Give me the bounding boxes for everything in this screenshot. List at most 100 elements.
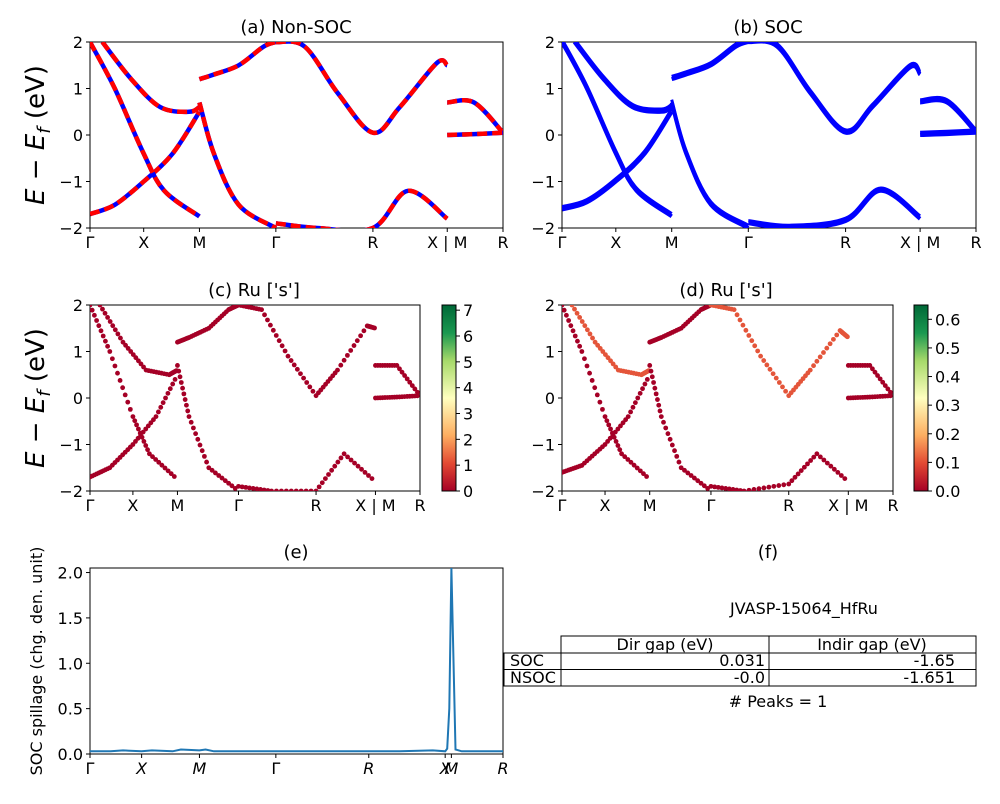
proj-point bbox=[776, 483, 782, 488]
x-tick-label: Γ bbox=[558, 233, 567, 252]
proj-point bbox=[566, 318, 572, 323]
proj-point bbox=[160, 400, 166, 406]
proj-point bbox=[338, 455, 344, 461]
proj-point bbox=[698, 480, 704, 486]
x-tick-label: R bbox=[310, 496, 321, 515]
table-cell-nsoc-indir: -1.651 bbox=[903, 668, 955, 687]
proj-point bbox=[332, 463, 338, 469]
proj-point bbox=[341, 357, 347, 363]
colorbar-tick-label: 0.2 bbox=[935, 425, 960, 444]
x-tick-label: R bbox=[497, 759, 508, 778]
proj-point bbox=[653, 391, 659, 397]
proj-point bbox=[637, 468, 643, 474]
proj-point bbox=[651, 380, 656, 385]
proj-point bbox=[147, 451, 152, 457]
proj-point bbox=[98, 328, 104, 334]
soc-band-6 bbox=[748, 188, 922, 228]
proj-point bbox=[313, 488, 319, 491]
proj-point bbox=[279, 488, 284, 491]
proj-point bbox=[213, 470, 218, 476]
proj-point bbox=[180, 385, 185, 391]
proj-point bbox=[143, 443, 149, 448]
proj-point bbox=[276, 338, 282, 344]
proj-point bbox=[186, 414, 192, 419]
proj-point bbox=[100, 306, 105, 312]
x-tick-label: Γ bbox=[271, 759, 280, 778]
y-tick-label: −1 bbox=[59, 436, 83, 455]
soc-band-4 bbox=[671, 42, 750, 82]
band-line-4 bbox=[198, 42, 277, 82]
x-tick-label: R bbox=[367, 233, 378, 252]
proj-point bbox=[602, 414, 608, 419]
proj-point bbox=[831, 336, 836, 342]
proj-point bbox=[115, 331, 121, 337]
proj-point bbox=[628, 459, 634, 465]
proj-point bbox=[107, 349, 113, 354]
band-line-7 bbox=[446, 98, 503, 135]
y-tick-label: 2.0 bbox=[58, 564, 83, 583]
proj-point bbox=[562, 307, 567, 313]
proj-point bbox=[259, 307, 264, 313]
band-line-dash-0 bbox=[90, 110, 202, 217]
proj-point bbox=[661, 419, 666, 425]
proj-point bbox=[783, 388, 789, 394]
proj-point bbox=[103, 338, 108, 344]
proj-point bbox=[159, 462, 165, 468]
proj-point bbox=[606, 422, 612, 428]
proj-point bbox=[177, 374, 183, 380]
proj-point bbox=[635, 395, 641, 401]
y-tick-label: 2 bbox=[545, 33, 555, 52]
soc-band-3 bbox=[669, 101, 750, 228]
proj-point bbox=[644, 474, 649, 479]
proj-point bbox=[319, 480, 325, 486]
colorbar-d-gradient bbox=[913, 304, 929, 492]
colorbar-tick-label: 6 bbox=[463, 327, 473, 346]
proj-point bbox=[752, 343, 758, 349]
proj-point bbox=[640, 386, 645, 392]
proj-point bbox=[652, 385, 658, 391]
proj-point bbox=[570, 328, 576, 334]
y-tick-label: −2 bbox=[59, 219, 83, 238]
proj-point bbox=[827, 341, 833, 347]
soc-band-split-2 bbox=[574, 42, 673, 111]
soc-band-split-3 bbox=[670, 99, 750, 227]
proj-point bbox=[821, 457, 827, 463]
panel-a-title: (a) Non-SOC bbox=[240, 17, 351, 38]
soc-band-split-1 bbox=[562, 42, 673, 215]
proj-point bbox=[96, 323, 102, 329]
panel-e-frame bbox=[89, 567, 504, 755]
proj-point bbox=[239, 484, 245, 490]
soc-band-split-7 bbox=[919, 95, 976, 131]
proj-point bbox=[163, 395, 168, 401]
x-tick-label: X bbox=[600, 496, 611, 515]
ylabel-spillage: SOC spillage (chg. den. unit) bbox=[27, 547, 46, 776]
proj-point bbox=[665, 431, 671, 437]
proj-point bbox=[805, 461, 810, 467]
y-tick-label: −2 bbox=[531, 482, 555, 501]
proj-point bbox=[158, 404, 164, 410]
x-tick-label: X bbox=[127, 496, 138, 515]
panel-e-plot bbox=[90, 568, 503, 753]
proj-point bbox=[323, 476, 328, 481]
proj-point bbox=[362, 470, 368, 475]
proj-point bbox=[291, 362, 297, 368]
colorbar-tick-label: 0.0 bbox=[935, 482, 960, 501]
x-tick-label: X bbox=[138, 233, 149, 252]
x-tick-label: M bbox=[444, 759, 458, 778]
x-tick-label: X | M bbox=[427, 233, 467, 252]
proj-point bbox=[885, 386, 891, 392]
proj-point bbox=[867, 363, 873, 368]
proj-point bbox=[262, 312, 267, 318]
proj-point bbox=[676, 459, 682, 465]
proj-point bbox=[359, 466, 364, 472]
proj-point bbox=[258, 487, 263, 491]
proj-point bbox=[622, 454, 628, 460]
proj-point bbox=[141, 439, 147, 444]
y-tick-label: −1 bbox=[59, 173, 83, 192]
proj-point bbox=[175, 363, 180, 368]
soc-band-split-6 bbox=[748, 186, 922, 227]
proj-point bbox=[307, 384, 313, 390]
proj-point bbox=[338, 362, 344, 368]
band-line-5 bbox=[275, 42, 449, 135]
proj-point bbox=[734, 487, 740, 491]
